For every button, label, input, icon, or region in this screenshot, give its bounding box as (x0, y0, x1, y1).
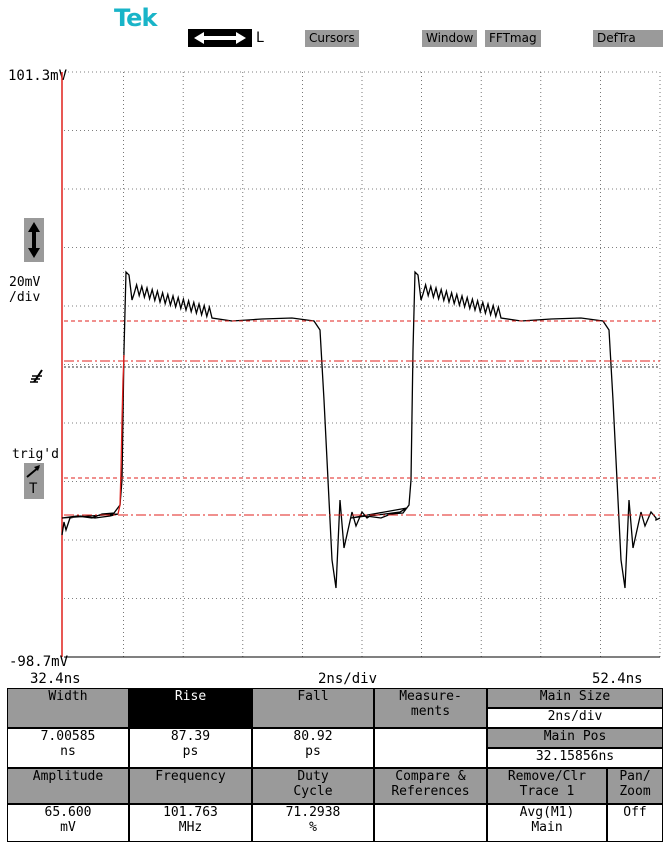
rise-measure-button[interactable]: Rise (129, 688, 252, 728)
measurement-panel: Width Rise Fall Measure-ments Main Size … (7, 688, 663, 842)
trigger-arrow-icon (26, 465, 40, 478)
tek-logo: Tek (114, 4, 157, 32)
pan-zoom-value[interactable]: Off (607, 804, 663, 842)
fall-value: 80.92 ps (252, 728, 374, 768)
main-pos-value[interactable]: 32.15856ns (487, 748, 663, 768)
rise-edge-highlight (117, 354, 125, 515)
waveform-display (61, 71, 661, 658)
frequency-measure-button[interactable]: Frequency (129, 768, 252, 804)
cursors-button[interactable]: Cursors (305, 30, 359, 47)
vertical-scale-unit: /div (9, 290, 41, 305)
remove-trace-value[interactable]: Avg(M1) Main (487, 804, 607, 842)
frequency-value: 101.763 MHz (129, 804, 252, 842)
bottom-voltage-label: -98.7mV (9, 654, 69, 670)
compare-references-button[interactable]: Compare & References (374, 768, 487, 804)
time-start-label: 32.4ns (30, 671, 81, 687)
signal-trace (61, 270, 661, 589)
amplitude-value: 65.600 mV (7, 804, 129, 842)
width-value: 7.00585 ns (7, 728, 129, 768)
double-arrow-horizontal-icon (194, 32, 246, 44)
width-measure-button[interactable]: Width (7, 688, 129, 728)
trigger-level-button[interactable]: T (24, 463, 44, 499)
trigger-badge: T (29, 481, 38, 497)
time-end-label: 52.4ns (592, 671, 643, 687)
amplitude-measure-button[interactable]: Amplitude (7, 768, 129, 804)
fftmag-button[interactable]: FFTmag (485, 30, 541, 47)
remove-clear-button[interactable]: Remove/Clr Trace 1 (487, 768, 607, 804)
time-scale-label: 2ns/div (318, 671, 378, 687)
window-button[interactable]: Window (422, 30, 478, 47)
ground-reference-icon (30, 368, 46, 390)
vertical-scale-value: 20mV (9, 275, 41, 290)
duty-cycle-value: 71.2938% (252, 804, 374, 842)
compare-blank (374, 804, 487, 842)
deftra-button[interactable]: DefTra (593, 30, 663, 47)
double-arrow-vertical-icon (28, 222, 40, 258)
cursor-lines (64, 320, 660, 516)
main-size-label[interactable]: Main Size (487, 688, 663, 708)
arrow-suffix-label: L (256, 30, 264, 46)
graticule (61, 71, 661, 658)
measurements-menu-button[interactable]: Measure-ments (374, 688, 487, 728)
measurements-blank (374, 728, 487, 768)
fall-measure-button[interactable]: Fall (252, 688, 374, 728)
pan-zoom-button[interactable]: Pan/Zoom (607, 768, 663, 804)
top-voltage-label: 101.3mV (8, 68, 68, 84)
duty-cycle-measure-button[interactable]: Duty Cycle (252, 768, 374, 804)
main-pos-label[interactable]: Main Pos (487, 728, 663, 748)
trigger-status-label: trig'd (12, 447, 59, 462)
horizontal-adjust-button[interactable] (188, 29, 252, 47)
main-size-value[interactable]: 2ns/div (487, 708, 663, 728)
vertical-adjust-button[interactable] (24, 218, 44, 262)
rise-value: 87.39 ps (129, 728, 252, 768)
